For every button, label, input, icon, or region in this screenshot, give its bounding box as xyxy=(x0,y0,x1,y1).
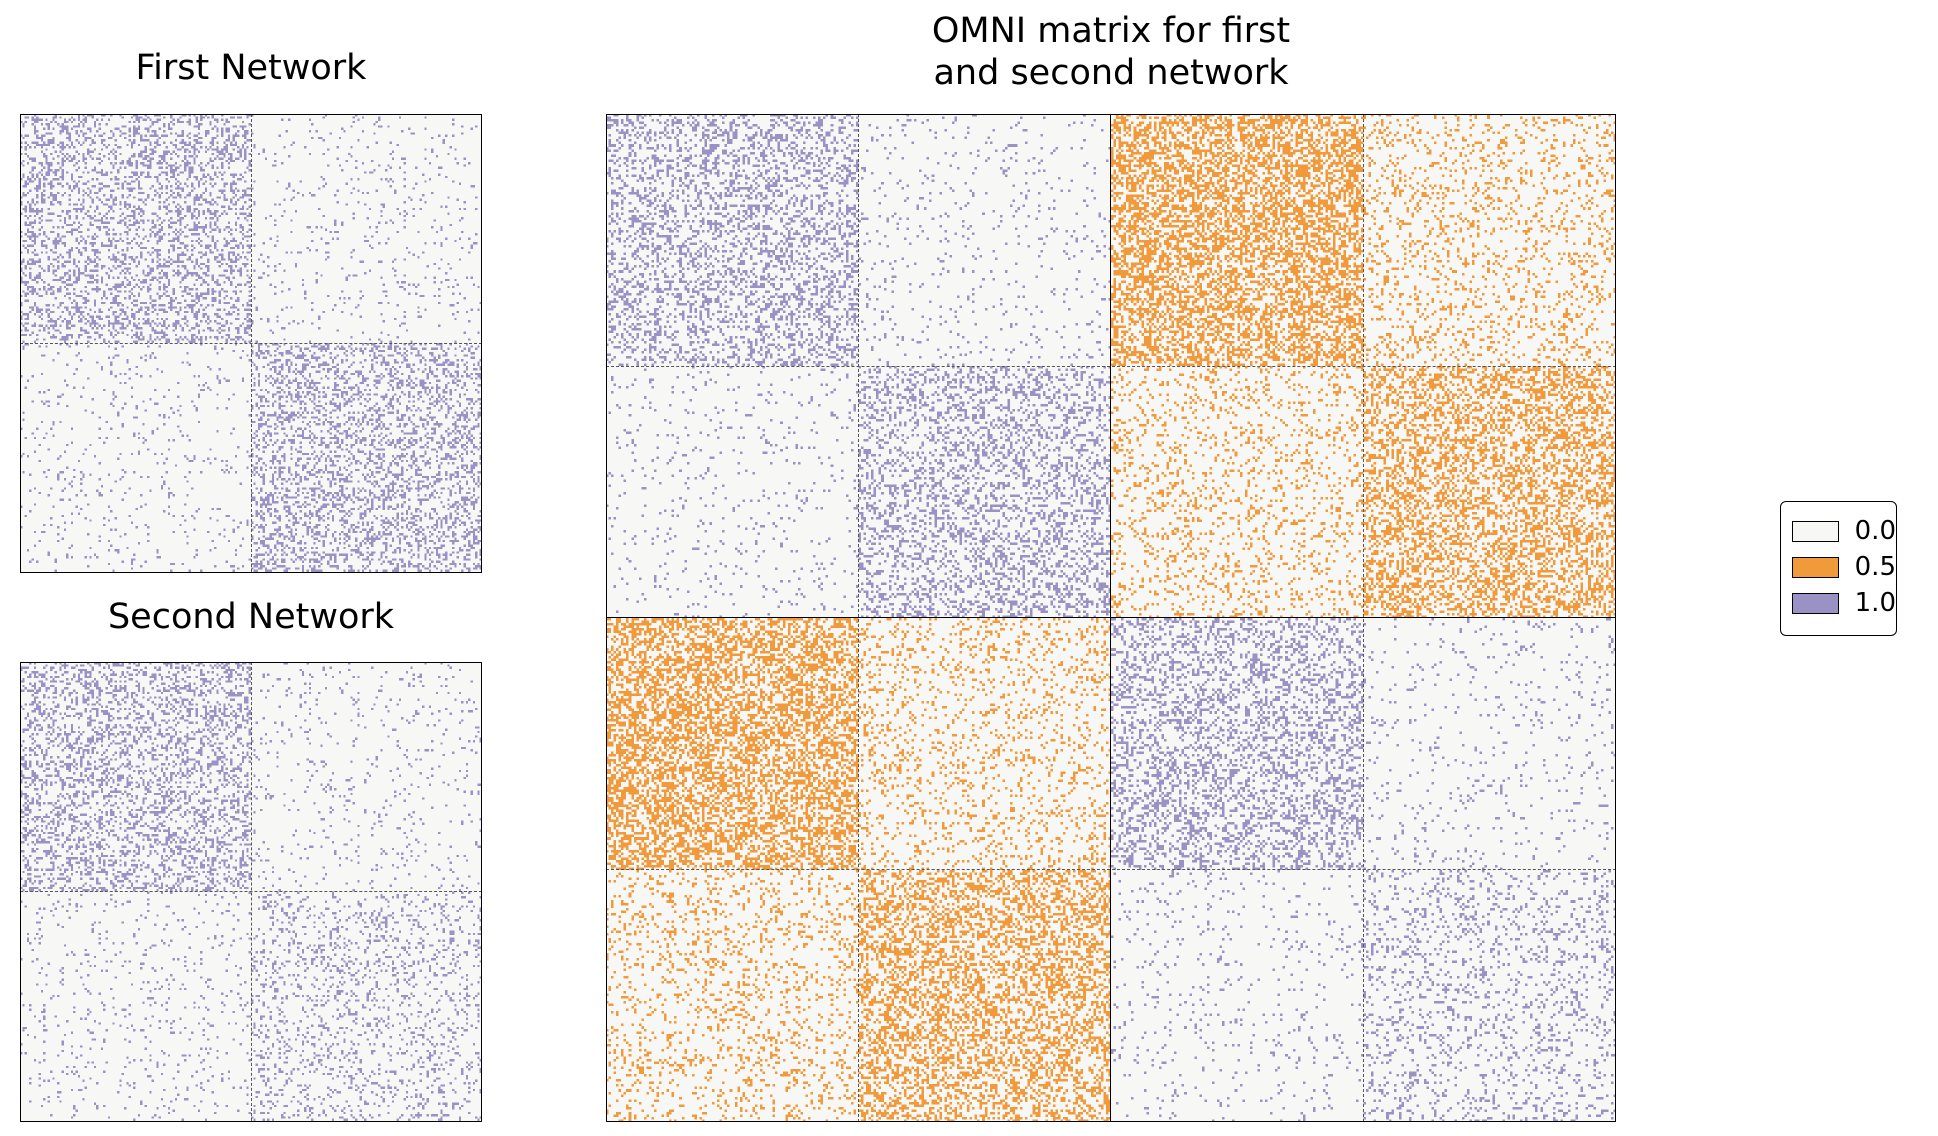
legend-swatch-0 xyxy=(1792,520,1839,542)
legend-entry-2: 1.0 xyxy=(1792,586,1896,620)
legend-swatch-1 xyxy=(1792,556,1839,578)
legend-entry-0: 0.0 xyxy=(1792,514,1896,548)
omni-matrix-title-line-1: OMNI matrix for first xyxy=(931,11,1291,51)
legend-label-2: 1.0 xyxy=(1854,588,1896,618)
omni-matrix-heatmap xyxy=(606,114,1616,1122)
second-network-heatmap xyxy=(20,662,482,1121)
first-network-title: First Network xyxy=(135,48,367,88)
omni-matrix-title: OMNI matrix for first and second network xyxy=(606,10,1616,94)
legend-swatch-2 xyxy=(1792,592,1839,614)
omni-matrix-title-line-2: and second network xyxy=(933,53,1289,93)
second-network-title: Second Network xyxy=(107,597,395,637)
legend-label-1: 0.5 xyxy=(1854,552,1896,582)
legend-label-0: 0.0 xyxy=(1854,516,1896,546)
legend: 0.0 0.5 1.0 xyxy=(1780,501,1897,636)
first-network-heatmap xyxy=(20,114,482,572)
legend-entry-1: 0.5 xyxy=(1792,550,1896,584)
